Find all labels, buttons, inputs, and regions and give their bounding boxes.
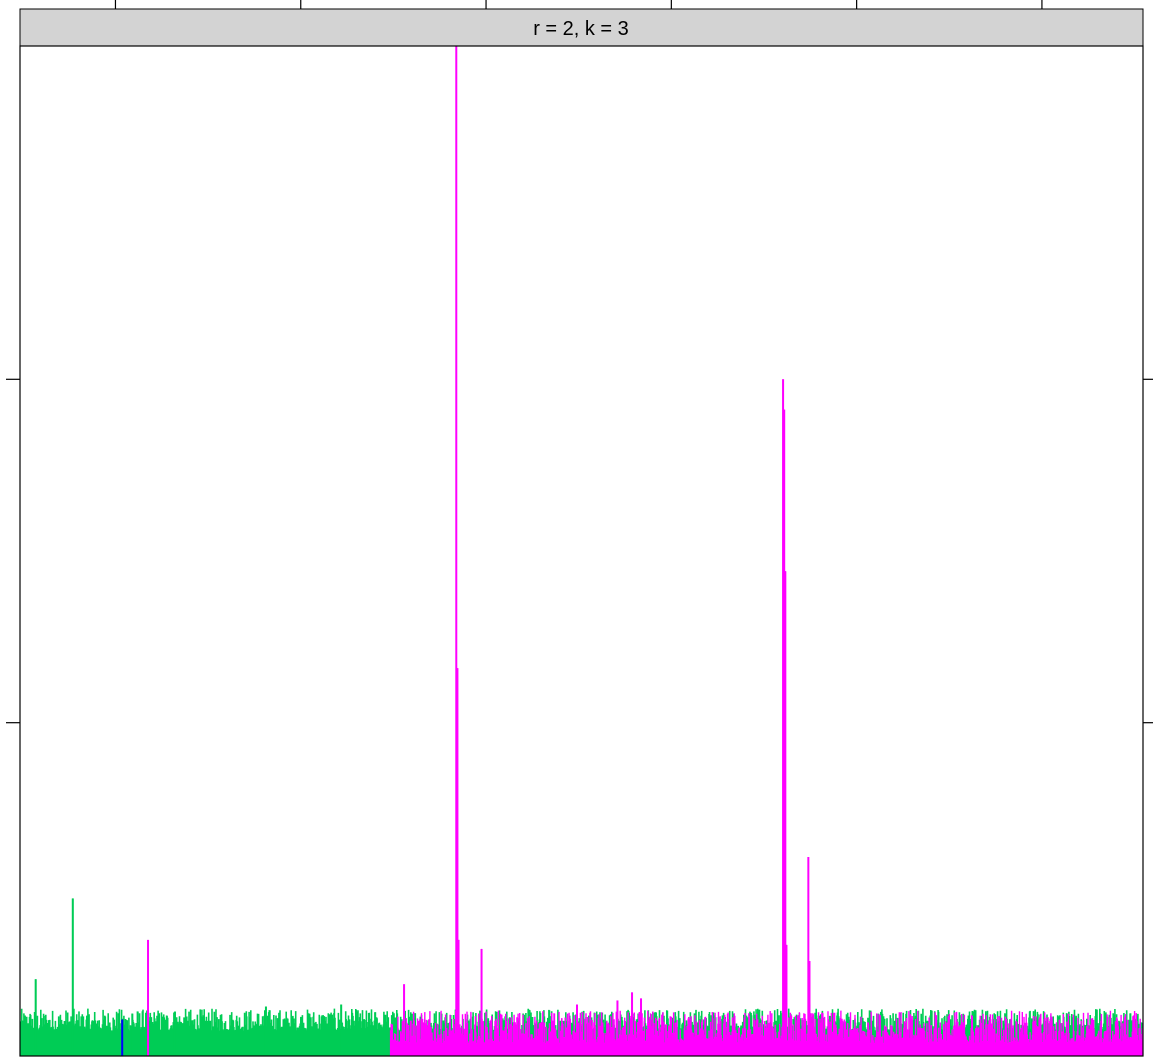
data-series-layer <box>20 46 1143 1056</box>
left-y-tick-marks <box>6 378 20 724</box>
series-trace-2 <box>389 46 1143 1056</box>
plot-area-frame <box>19 45 1144 1057</box>
right-y-tick-marks <box>1143 378 1153 724</box>
top-x-tick-marks <box>114 0 1043 9</box>
panel-strip-label: r = 2, k = 3 <box>533 18 629 40</box>
panel-strip <box>19 8 1144 47</box>
